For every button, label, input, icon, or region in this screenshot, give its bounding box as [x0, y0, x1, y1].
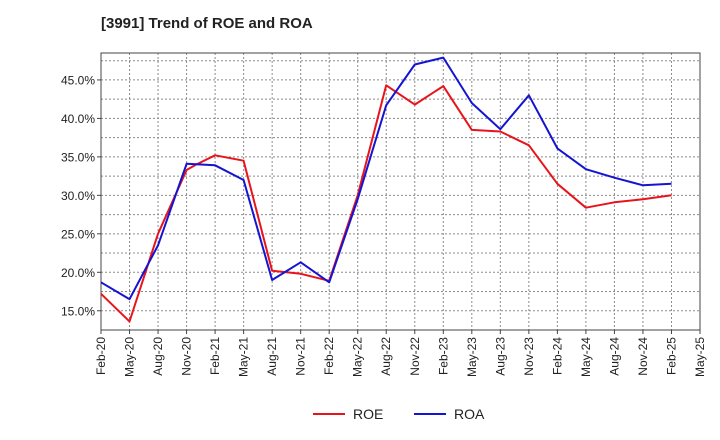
x-tick-label: Nov-20 — [180, 337, 194, 376]
y-tick-label: 15.0% — [61, 304, 95, 318]
x-tick-label: May-22 — [351, 337, 365, 377]
x-tick-label: May-24 — [579, 337, 593, 377]
y-tick-label: 45.0% — [61, 73, 95, 87]
x-tick-label: Feb-22 — [322, 337, 336, 375]
x-tick-label: Aug-23 — [493, 337, 507, 376]
x-tick-label: May-23 — [465, 337, 479, 377]
plot-frame — [100, 52, 701, 331]
x-tick-label: Feb-25 — [664, 337, 678, 375]
plot-area — [101, 53, 700, 330]
x-tick-label: Aug-20 — [151, 337, 165, 376]
x-tick-label: Feb-24 — [550, 337, 564, 375]
y-tick-label: 25.0% — [61, 227, 95, 241]
x-tick-label: Nov-24 — [636, 337, 650, 376]
x-tick-label: May-21 — [237, 337, 251, 377]
series-line-roe — [100, 84, 672, 323]
chart-title: [3991] Trend of ROE and ROA — [101, 15, 313, 32]
x-tick-label: Nov-21 — [294, 337, 308, 376]
x-tick-label: May-20 — [123, 337, 137, 377]
y-tick-label: 30.0% — [61, 189, 95, 203]
x-tick-label: Aug-21 — [265, 337, 279, 376]
x-tick-label: Feb-20 — [94, 337, 108, 375]
y-tick-label: 20.0% — [61, 266, 95, 280]
x-tick-label: Feb-23 — [436, 337, 450, 375]
legend-label-roe: ROE — [353, 406, 383, 422]
legend-label-roa: ROA — [454, 406, 485, 422]
x-tick-label: Nov-23 — [522, 337, 536, 376]
y-tick-label: 40.0% — [61, 112, 95, 126]
series-line-roa — [100, 56, 672, 301]
x-tick-label: Feb-21 — [208, 337, 222, 375]
y-tick-label: 35.0% — [61, 150, 95, 164]
x-tick-label: Aug-22 — [379, 337, 393, 376]
x-tick-label: Aug-24 — [607, 337, 621, 376]
x-tick-label: Nov-22 — [408, 337, 422, 376]
x-tick-label: May-25 — [693, 337, 707, 377]
